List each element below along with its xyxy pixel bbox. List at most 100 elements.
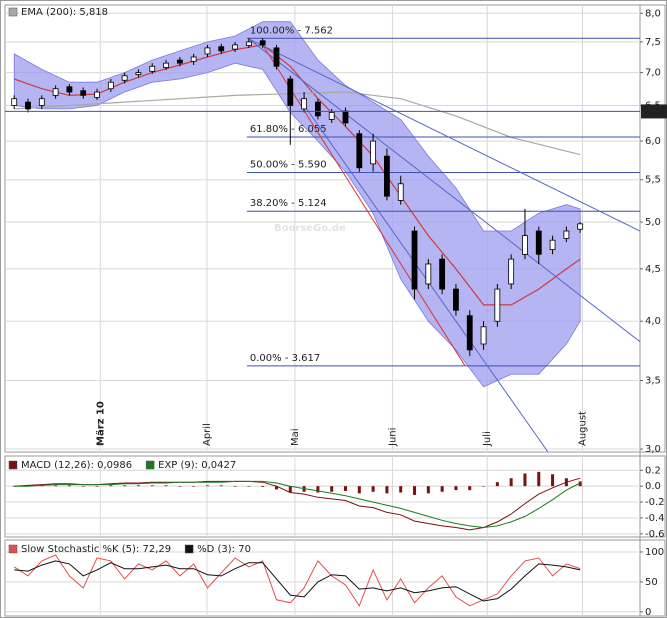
fib-label: 38.20% - 5.124 bbox=[250, 198, 327, 209]
candle-body bbox=[273, 47, 280, 67]
candle-body bbox=[397, 183, 404, 201]
candle-body bbox=[508, 258, 515, 285]
y-tick-label: 0.0 bbox=[645, 481, 661, 492]
histogram-bar bbox=[399, 486, 403, 493]
candle-body bbox=[25, 101, 31, 110]
indicator-line bbox=[14, 477, 581, 531]
histogram-bar bbox=[413, 486, 417, 495]
y-tick-label: 6,0 bbox=[645, 136, 661, 147]
y-tick-label: 7,5 bbox=[645, 37, 661, 48]
legend-swatch bbox=[184, 544, 194, 554]
x-tick-label: August bbox=[577, 411, 588, 446]
histogram-bar bbox=[578, 481, 582, 487]
trend-line bbox=[262, 44, 466, 367]
fib-label: 50.00% - 5.590 bbox=[250, 160, 327, 171]
y-tick-label: 0 bbox=[645, 607, 651, 618]
legend-label: Slow Stochastic %K (5): 72,29 bbox=[21, 544, 171, 555]
candle-body bbox=[149, 65, 156, 72]
histogram-bar bbox=[357, 486, 361, 494]
candle-body bbox=[121, 75, 128, 81]
trend-line bbox=[248, 38, 641, 232]
legend-swatch bbox=[8, 544, 18, 554]
candle-body bbox=[287, 78, 294, 106]
legend-swatch bbox=[8, 460, 18, 470]
macd-panel bbox=[4, 455, 666, 538]
fib-label: 0.00% - 3.617 bbox=[250, 353, 320, 364]
histogram-bar bbox=[123, 485, 127, 487]
indicator-line bbox=[14, 560, 581, 602]
histogram-bar bbox=[537, 471, 541, 487]
histogram-bar bbox=[482, 486, 486, 487]
candle-body bbox=[11, 98, 18, 106]
watermark: BoerseGo.de bbox=[274, 223, 346, 234]
y-tick-label: 3,5 bbox=[645, 376, 661, 387]
y-tick-label: 3,0 bbox=[645, 444, 661, 455]
price-marker-box bbox=[641, 104, 667, 119]
histogram-bar bbox=[247, 486, 251, 487]
candle-body bbox=[232, 44, 238, 50]
histogram-bar bbox=[81, 486, 85, 487]
histogram-bar bbox=[523, 473, 527, 487]
candle-body bbox=[66, 86, 73, 93]
candle-body bbox=[466, 315, 473, 351]
legend-label: EMA (200): 5,818 bbox=[21, 7, 108, 18]
y-tick-label: 50 bbox=[645, 577, 658, 588]
y-tick-label: 4,5 bbox=[645, 264, 661, 275]
histogram-bar bbox=[288, 486, 292, 493]
y-tick-label: -0.4 bbox=[645, 513, 665, 524]
candle-body bbox=[135, 72, 142, 75]
candle-body bbox=[52, 88, 59, 96]
histogram-bar bbox=[440, 486, 444, 492]
candle-body bbox=[549, 239, 556, 250]
candle-body bbox=[563, 230, 570, 239]
histogram-bar bbox=[261, 486, 265, 487]
price-marker-label: 6.414 bbox=[642, 106, 667, 117]
histogram-bar bbox=[426, 486, 430, 494]
histogram-bar bbox=[95, 486, 99, 487]
fib-label: 100.00% - 7.562 bbox=[250, 25, 333, 36]
histogram-bar bbox=[316, 486, 320, 493]
histogram-bar bbox=[233, 486, 237, 487]
histogram-bar bbox=[385, 486, 389, 494]
candle-body bbox=[522, 235, 528, 255]
legend-swatch bbox=[145, 460, 155, 470]
histogram-bar bbox=[274, 486, 278, 490]
histogram-bar bbox=[468, 486, 472, 491]
histogram-bar bbox=[344, 486, 348, 491]
candle-body bbox=[453, 288, 459, 311]
histogram-bar bbox=[219, 485, 223, 487]
candle-body bbox=[80, 90, 87, 96]
candle-body bbox=[384, 155, 390, 197]
candle-body bbox=[38, 98, 45, 106]
legend-label: EXP (9): 0,0427 bbox=[158, 460, 236, 471]
histogram-bar bbox=[136, 485, 140, 487]
histogram-bar bbox=[67, 485, 71, 487]
candle-body bbox=[356, 133, 363, 169]
x-tick-label: Mai bbox=[290, 428, 301, 446]
trend-line bbox=[248, 38, 641, 343]
candle-body bbox=[94, 91, 100, 98]
candle-body bbox=[245, 41, 252, 46]
legend-label: MACD (12,26): 0,0986 bbox=[21, 460, 132, 471]
histogram-bar bbox=[178, 486, 182, 487]
candle-body bbox=[107, 81, 114, 90]
histogram-bar bbox=[205, 485, 209, 487]
y-tick-label: 4,0 bbox=[645, 316, 661, 327]
candle-body bbox=[163, 62, 169, 68]
x-tick-label: Juni bbox=[387, 428, 398, 447]
indicator-line bbox=[13, 554, 581, 607]
candle-body bbox=[342, 110, 349, 124]
trend-line bbox=[299, 98, 549, 453]
legend-label: %D (3): 70 bbox=[197, 544, 251, 555]
candle-body bbox=[370, 140, 377, 165]
ema-line bbox=[14, 91, 581, 156]
x-tick-label: April bbox=[202, 423, 213, 446]
y-tick-label: 7,0 bbox=[645, 68, 661, 79]
histogram-bar bbox=[371, 486, 375, 492]
candle-body bbox=[301, 98, 307, 110]
y-tick-label: 5,5 bbox=[645, 175, 661, 186]
y-tick-label: 5,0 bbox=[645, 217, 661, 228]
candle-body bbox=[218, 46, 225, 52]
candle-body bbox=[314, 101, 321, 117]
histogram-bar bbox=[54, 485, 58, 487]
